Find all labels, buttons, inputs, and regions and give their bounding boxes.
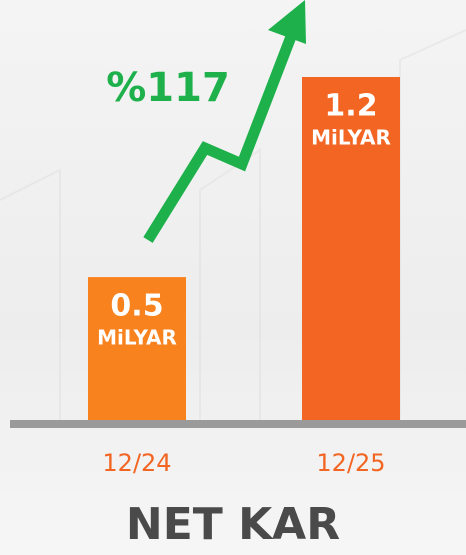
arrow-line (143, 32, 298, 243)
value-label: 1.2 (324, 89, 377, 124)
growth-annotation: %117 (106, 65, 230, 111)
growth-arrow (143, 0, 306, 243)
x-tick-label: 12/25 (316, 449, 385, 477)
bar (302, 77, 400, 420)
value-label: 0.5 (110, 289, 163, 324)
x-tick-label: 12/24 (102, 449, 171, 477)
bar (88, 277, 186, 420)
chart-title: NET KAR (126, 499, 340, 550)
arrow-head (268, 0, 306, 44)
unit-label: MiLYAR (97, 326, 177, 350)
unit-label: MiLYAR (311, 126, 391, 150)
